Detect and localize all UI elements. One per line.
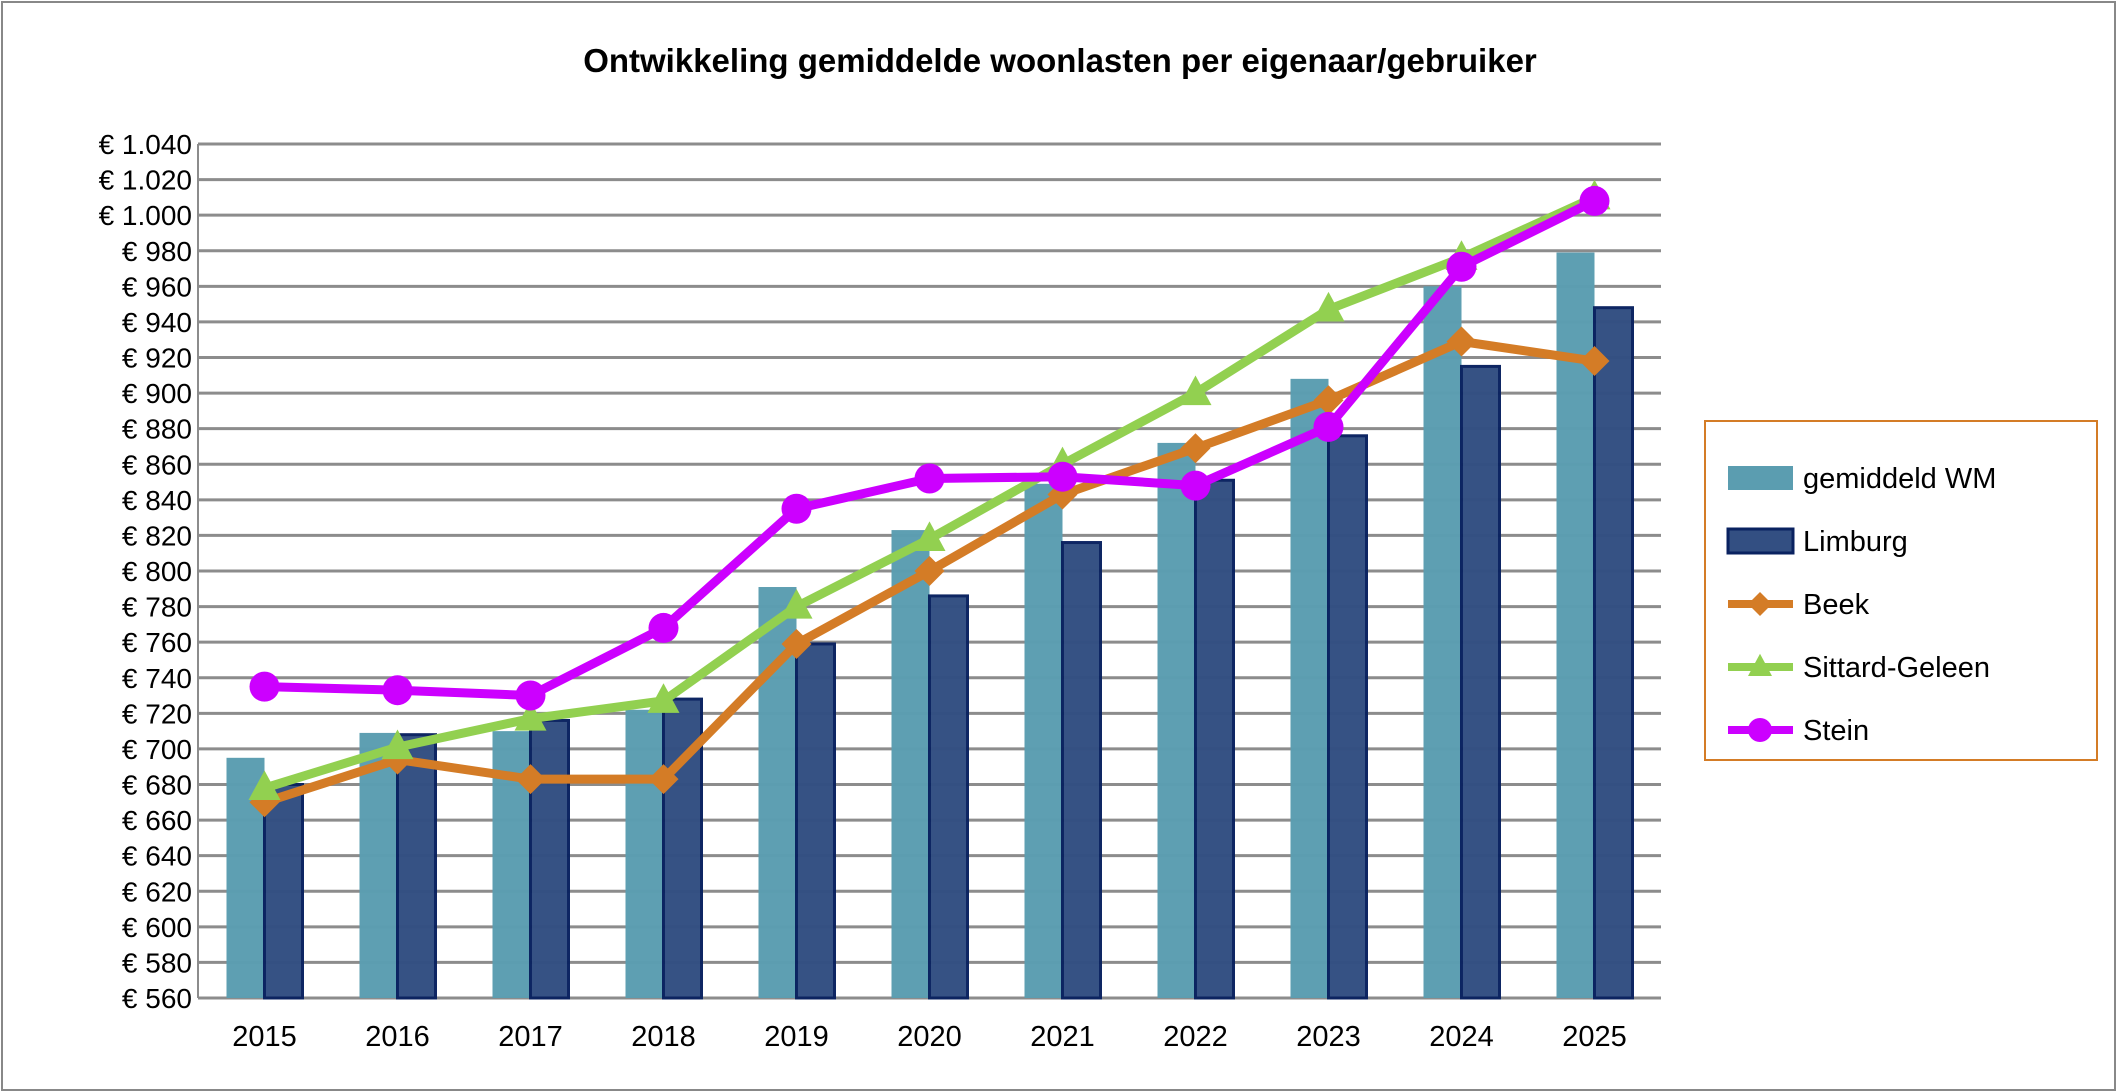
- point-stein: [515, 680, 546, 711]
- bar-limburg: [1593, 306, 1634, 1000]
- y-tick-label: € 780: [122, 592, 192, 623]
- point-stein: [1180, 470, 1211, 501]
- y-tick-label: € 1.040: [99, 129, 192, 160]
- y-tick-label: € 1.020: [99, 165, 192, 196]
- y-tick-label: € 860: [122, 449, 192, 480]
- x-tick-label: 2016: [365, 1021, 430, 1053]
- point-beek: [781, 628, 812, 659]
- bar-limburg: [1194, 478, 1235, 1000]
- y-tick-label: € 760: [122, 627, 192, 658]
- x-tick-label: 2017: [498, 1021, 563, 1053]
- point-sittard-geleen: [647, 683, 680, 713]
- bar-gemiddeld-wm: [625, 709, 664, 998]
- y-tick-label: € 660: [122, 805, 192, 836]
- y-tick-label: € 940: [122, 307, 192, 338]
- point-sittard-geleen: [780, 588, 813, 619]
- y-tick-label: € 960: [122, 271, 192, 302]
- y-tick-label: € 700: [122, 734, 192, 765]
- x-tick-label: 2018: [631, 1021, 696, 1053]
- y-tick-label: € 580: [122, 947, 192, 978]
- point-stein: [1579, 185, 1610, 216]
- legend-marker: [1748, 653, 1772, 676]
- x-tick-label: 2024: [1429, 1021, 1494, 1053]
- point-sittard-geleen: [913, 521, 946, 551]
- y-tick-label: € 920: [122, 343, 192, 374]
- point-beek: [1446, 326, 1477, 357]
- legend-label: Stein: [1803, 715, 1869, 747]
- point-stein: [648, 612, 679, 643]
- point-stein: [1446, 251, 1477, 282]
- y-tick-label: € 1.000: [99, 200, 192, 231]
- legend-label: Limburg: [1803, 526, 1908, 558]
- point-stein: [1313, 411, 1344, 442]
- bar-gemiddeld-wm: [1423, 286, 1462, 998]
- legend-label: gemiddeld WM: [1803, 463, 1996, 495]
- point-stein: [249, 671, 280, 702]
- bar-gemiddeld-wm: [1556, 252, 1595, 998]
- legend-label: Beek: [1803, 589, 1870, 621]
- bar-gemiddeld-wm: [1290, 378, 1329, 999]
- y-tick-label: € 800: [122, 556, 192, 587]
- bar-limburg: [928, 594, 969, 1000]
- legend-swatch: [1728, 466, 1793, 490]
- bar-limburg: [263, 783, 304, 1000]
- point-sittard-geleen: [248, 770, 281, 801]
- y-tick-label: € 840: [122, 485, 192, 516]
- y-tick-label: € 640: [122, 841, 192, 872]
- point-beek: [1313, 385, 1344, 416]
- legend-label: Sittard-Geleen: [1803, 652, 1990, 684]
- bar-gemiddeld-wm: [359, 732, 398, 998]
- legend-swatch: [1726, 527, 1795, 555]
- point-sittard-geleen: [514, 701, 547, 731]
- legend-marker: [1748, 718, 1772, 742]
- y-tick-label: € 820: [122, 520, 192, 551]
- x-tick-label: 2023: [1296, 1021, 1361, 1053]
- bar-limburg: [529, 718, 570, 1000]
- bar-gemiddeld-wm: [891, 530, 930, 998]
- y-tick-label: € 980: [122, 236, 192, 267]
- bar-gemiddeld-wm: [1157, 442, 1196, 998]
- y-tick-label: € 620: [122, 876, 192, 907]
- bar-limburg: [396, 733, 437, 1000]
- y-tick-label: € 880: [122, 414, 192, 445]
- y-tick-label: € 740: [122, 663, 192, 694]
- point-beek: [515, 764, 546, 795]
- bar-limburg: [1327, 434, 1368, 1000]
- x-tick-label: 2019: [764, 1021, 829, 1053]
- point-stein: [781, 493, 812, 524]
- x-tick-label: 2021: [1030, 1021, 1095, 1053]
- point-sittard-geleen: [381, 729, 414, 760]
- y-tick-label: € 600: [122, 912, 192, 943]
- chart-title: Ontwikkeling gemiddelde woonlasten per e…: [583, 42, 1537, 79]
- point-stein: [914, 463, 945, 494]
- point-stein: [1047, 461, 1078, 492]
- y-tick-label: € 560: [122, 983, 192, 1014]
- y-tick-label: € 680: [122, 770, 192, 801]
- x-tick-label: 2015: [232, 1021, 297, 1053]
- bar-limburg: [1061, 541, 1102, 1000]
- point-sittard-geleen: [1179, 375, 1212, 406]
- bar-gemiddeld-wm: [1024, 483, 1063, 999]
- point-beek: [1579, 346, 1610, 377]
- bar-limburg: [795, 642, 836, 1000]
- point-stein: [382, 675, 413, 706]
- x-tick-label: 2022: [1163, 1021, 1228, 1053]
- point-beek: [1180, 433, 1211, 464]
- legend-marker: [1748, 592, 1772, 616]
- point-sittard-geleen: [1312, 291, 1345, 322]
- y-tick-label: € 720: [122, 698, 192, 729]
- bar-limburg: [1460, 364, 1501, 1000]
- point-beek: [648, 764, 679, 795]
- point-beek: [914, 556, 945, 586]
- y-tick-label: € 900: [122, 378, 192, 409]
- x-tick-label: 2025: [1562, 1021, 1627, 1053]
- x-tick-label: 2020: [897, 1021, 962, 1053]
